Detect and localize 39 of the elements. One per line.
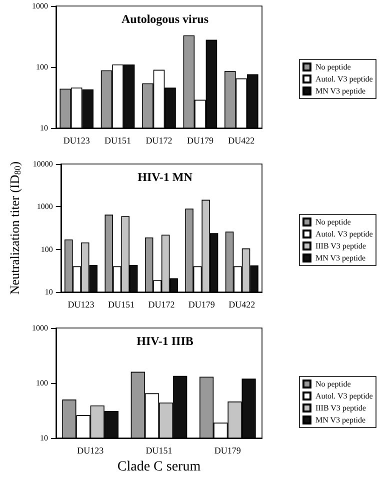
- legend-label: IIIB V3 peptide: [315, 404, 366, 412]
- legend-label: Autol. V3 peptide: [315, 74, 374, 84]
- x-tick-label: DU151: [108, 300, 134, 310]
- legend-label: MN V3 peptide: [315, 416, 366, 424]
- x-tick-label: DU123: [77, 446, 104, 456]
- y-tick-label: 10: [40, 124, 48, 132]
- x-tick-label: DU422: [228, 136, 255, 146]
- x-tick-label: DU123: [63, 136, 90, 146]
- x-tick-label: DU172: [146, 136, 172, 146]
- y-tick-label: 1000: [32, 2, 48, 10]
- y-axis-title: Neutralization titer (ID80): [7, 161, 22, 295]
- x-tick-label: DU172: [148, 300, 175, 310]
- y-tick-label: 1000: [32, 324, 48, 332]
- legend-label: IIIB V3 peptide: [315, 242, 366, 250]
- text: HIV-1 MN: [138, 170, 193, 184]
- text: Autologous virus: [121, 12, 209, 26]
- legend-label: Autol. V3 peptide: [315, 392, 374, 400]
- y-tick-label: 10000: [32, 160, 53, 168]
- y-tick-label: 100: [36, 378, 48, 388]
- x-tick-label: DU151: [104, 136, 132, 146]
- legend-label: MN V3 peptide: [315, 86, 366, 96]
- x-tick-label: DU179: [188, 300, 216, 310]
- x-axis-title: Clade C serum: [117, 459, 201, 474]
- y-tick-label: 10: [44, 288, 53, 296]
- legend-label: No peptide: [315, 62, 352, 72]
- text: HIV-1 IIIB: [136, 334, 194, 348]
- legend-label: Autol. V3 peptide: [315, 230, 374, 238]
- y-tick-label: 10: [40, 434, 48, 442]
- y-tick-label: 1000: [36, 202, 53, 212]
- legend-label: No peptide: [315, 380, 352, 388]
- y-tick-label: 100: [40, 244, 53, 254]
- x-tick-label: DU422: [228, 300, 256, 310]
- legend-label: MN V3 peptide: [315, 254, 366, 262]
- y-tick-label: 100: [36, 62, 48, 72]
- x-tick-label: DU151: [146, 446, 172, 456]
- x-tick-label: DU123: [68, 300, 95, 310]
- legend-label: No peptide: [315, 218, 352, 226]
- x-tick-label: DU179: [214, 446, 242, 456]
- x-tick-label: DU179: [186, 136, 214, 146]
